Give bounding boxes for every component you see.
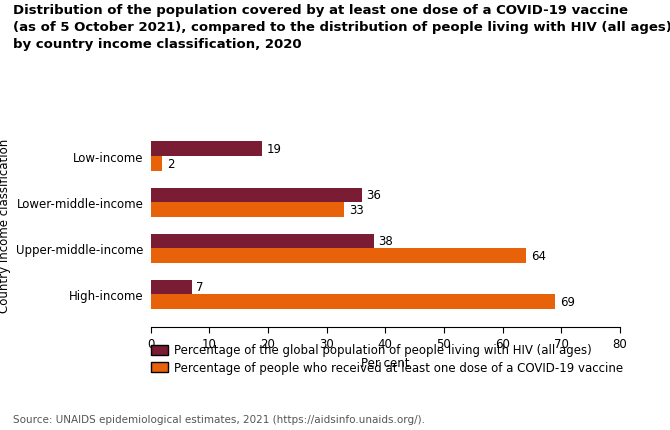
Bar: [151, 188, 362, 203]
Text: 38: 38: [378, 235, 393, 248]
Text: 33: 33: [349, 204, 364, 217]
Bar: [151, 234, 374, 249]
Text: Source: UNAIDS epidemiological estimates, 2021 (https://aidsinfo.unaids.org/).: Source: UNAIDS epidemiological estimates…: [13, 414, 425, 424]
Bar: [151, 142, 262, 157]
Bar: [151, 157, 162, 172]
Text: Distribution of the population covered by at least one dose of a COVID-19 vaccin: Distribution of the population covered b…: [13, 4, 670, 51]
Bar: [151, 280, 192, 295]
X-axis label: Per cent: Per cent: [361, 356, 409, 369]
Text: 19: 19: [267, 143, 282, 156]
Text: Percentage of the global population of people living with HIV (all ages): Percentage of the global population of p…: [174, 344, 592, 356]
Bar: [151, 203, 344, 218]
Bar: [151, 295, 555, 309]
Y-axis label: Country income classification: Country income classification: [0, 139, 11, 313]
Text: 36: 36: [366, 189, 381, 202]
Bar: [151, 249, 526, 264]
Text: Percentage of people who received at least one dose of a COVID-19 vaccine: Percentage of people who received at lea…: [174, 361, 623, 374]
Text: 7: 7: [196, 281, 204, 294]
Text: 64: 64: [531, 249, 545, 263]
Text: 2: 2: [168, 158, 175, 171]
Text: 69: 69: [560, 295, 575, 308]
